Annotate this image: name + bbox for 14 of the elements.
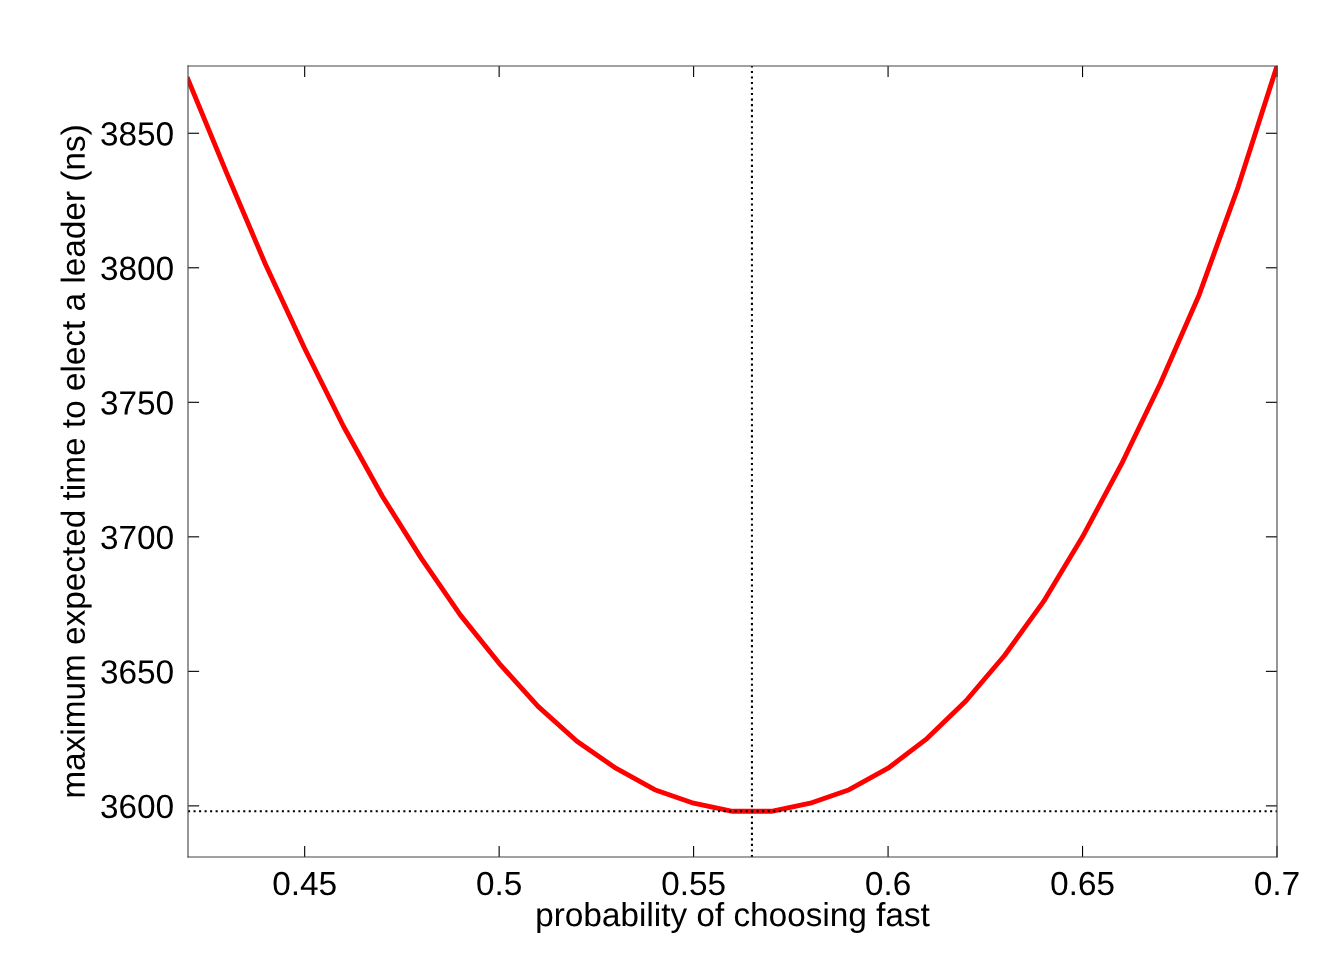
y-tick-label: 3850 xyxy=(101,122,173,146)
x-tick-label: 0.55 xyxy=(662,871,725,896)
y-tick-label: 3650 xyxy=(101,660,173,684)
x-tick-label: 0.7 xyxy=(1255,871,1299,896)
x-axis-title: probability of choosing fast xyxy=(537,901,930,934)
x-tick-label: 0.45 xyxy=(273,871,336,896)
y-axis-title: maximum expected time to elect a leader (ns) xyxy=(60,126,92,797)
x-tick-label: 0.6 xyxy=(866,871,910,896)
x-tick-label: 0.5 xyxy=(477,871,521,896)
x-tick-label: 0.65 xyxy=(1051,871,1114,896)
y-tick-label: 3600 xyxy=(101,794,173,819)
y-tick-label: 3700 xyxy=(101,525,173,550)
y-tick-label: 3750 xyxy=(101,391,173,415)
y-tick-label: 3800 xyxy=(101,256,173,281)
